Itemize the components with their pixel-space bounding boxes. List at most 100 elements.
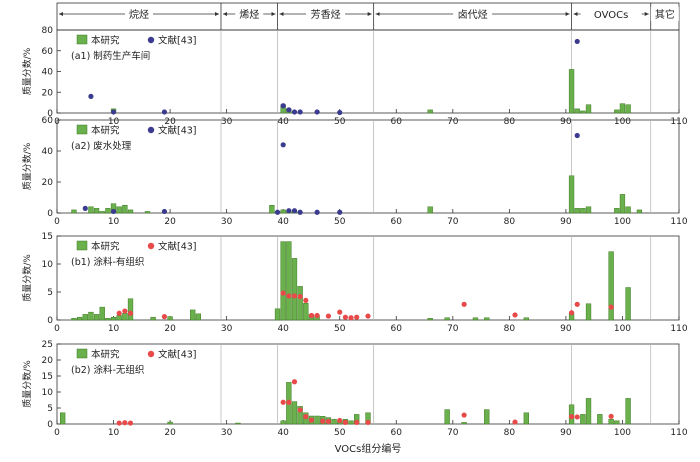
data-dot [291,109,298,115]
data-dot [280,290,286,296]
y-tick-label: 40 [42,68,54,78]
x-tick-label: 110 [670,217,687,227]
legend-bar-swatch [76,34,88,45]
x-tick-label: 20 [164,117,176,127]
data-bar [127,209,134,214]
group-header: 烷烃 烯烃 芳香烃 卤代烃 OVOCs 其它 [56,2,680,31]
data-bar [444,317,450,321]
data-dot [325,313,332,319]
x-tick-label: 40 [277,117,289,127]
x-tick-label: 60 [391,117,403,127]
legend-bar-label: 本研究 [91,241,120,253]
data-bar [110,316,117,321]
x-tick-label: 90 [560,117,572,127]
data-dot [608,413,614,419]
legend-dot-label: 文献[43] [158,241,197,253]
x-tick-label: 10 [108,117,120,127]
data-dot [286,107,292,113]
y-tick-label: 15 [42,372,53,382]
data-bar [122,205,128,214]
x-tick-label: 110 [670,324,687,334]
data-dot [314,312,320,319]
y-tick-label: 60 [42,47,54,57]
x-tick-label: 60 [391,428,403,438]
y-axis-label: 质量分数/% [21,360,33,408]
data-bar [291,401,298,425]
data-bar [116,206,122,214]
y-tick-label: 20 [42,88,54,98]
data-bar [614,208,620,214]
data-dot [161,109,168,115]
data-dot [320,418,326,424]
legend-dot-label: 文献[43] [158,125,197,137]
data-bar [99,306,105,321]
data-bar [597,414,603,425]
data-bar [93,208,100,214]
x-tick-label: 70 [447,117,459,127]
y-tick-label: 5 [47,288,53,298]
group-label-bg [453,7,493,21]
legend-bar-label: 本研究 [91,35,120,47]
data-dot [337,417,343,424]
x-tick-label: 80 [504,428,516,438]
group-label-bg [306,7,346,21]
group-label: 芳香烃 [311,8,341,21]
data-bar [127,298,134,321]
data-dot [286,208,292,214]
data-bar [348,420,354,425]
data-dot [354,419,360,425]
data-dot [280,103,286,109]
group-label-bg [650,7,679,21]
data-bar [297,406,303,425]
y-axis-label: 质量分数/% [21,47,33,95]
legend-dot-label: 文献[43] [158,349,197,361]
data-dot [82,205,88,211]
data-dot [161,314,168,320]
data-bar [625,206,631,214]
data-bar [608,418,614,425]
panel-label: (b2) 涂料-无组织 [71,364,144,376]
x-tick-label: 80 [504,324,516,334]
group-label-bg [235,7,264,21]
data-bar [574,108,580,114]
data-bar [280,241,286,321]
x-tick-label: 0 [54,428,60,438]
data-dot [116,420,122,426]
data-dot [291,208,298,214]
data-dot [127,310,134,316]
x-tick-label: 110 [670,428,687,438]
data-bar [93,314,100,321]
data-dot [461,412,467,418]
y-axis-label: 质量分数/% [21,254,33,302]
data-bar [585,104,592,114]
x-tick-label: 50 [334,428,346,438]
data-dot [303,414,309,420]
data-dot [568,414,575,420]
data-bar [427,206,433,214]
group-label: 烯烃 [239,8,259,21]
data-bar [167,316,173,321]
data-dot [280,399,286,405]
group-label: 其它 [655,8,675,21]
group-label: 烷烃 [129,8,149,21]
x-tick-label: 20 [164,324,176,334]
x-tick-label: 60 [391,324,403,334]
data-dot [574,38,580,45]
x-tick-label: 70 [447,324,459,334]
legend-dot-swatch [147,126,155,134]
x-tick-label: 30 [221,428,233,438]
data-bar [167,421,173,425]
legend-dot-swatch [147,36,155,44]
data-dot [161,208,168,215]
y-tick-label: 40 [42,147,54,157]
x-tick-label: 50 [334,217,346,227]
data-dot [574,301,580,307]
data-bar [88,206,94,214]
data-bar [580,414,586,425]
data-bar [274,308,281,321]
x-tick-label: 100 [614,324,631,334]
data-dot [342,419,348,425]
data-bar [291,258,298,321]
panel-label: (b1) 涂料-有组织 [71,256,144,268]
